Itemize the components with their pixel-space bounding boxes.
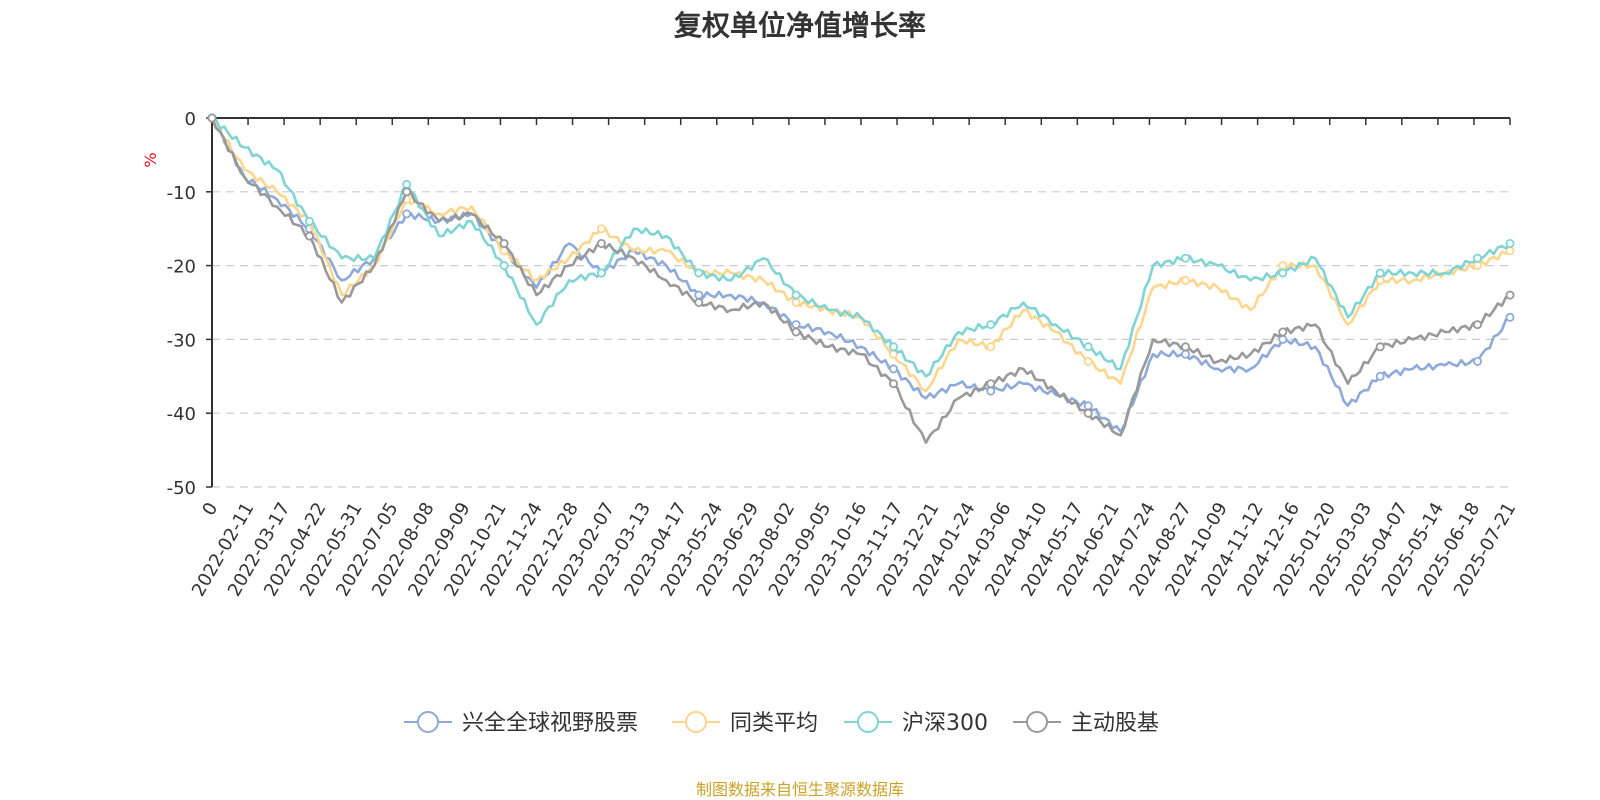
data-point bbox=[1181, 275, 1191, 285]
data-point bbox=[402, 187, 412, 197]
data-point bbox=[1181, 349, 1191, 359]
data-point bbox=[402, 209, 412, 219]
data-point bbox=[889, 342, 899, 352]
legend-circle-icon bbox=[1026, 711, 1048, 733]
legend-item[interactable]: 同类平均 bbox=[672, 711, 818, 736]
data-point bbox=[986, 320, 996, 330]
series-line bbox=[211, 117, 1511, 393]
legend-label: 主动股基 bbox=[1071, 711, 1159, 736]
data-point bbox=[304, 216, 314, 226]
legend-circle-icon bbox=[857, 711, 879, 733]
data-point bbox=[1473, 253, 1483, 263]
data-point bbox=[499, 261, 509, 271]
y-tick-label: -20 bbox=[167, 257, 196, 278]
data-point bbox=[1375, 268, 1385, 278]
data-point bbox=[1181, 253, 1191, 263]
data-point bbox=[986, 342, 996, 352]
data-point bbox=[1375, 371, 1385, 381]
legend-label: 同类平均 bbox=[730, 711, 818, 736]
data-point bbox=[889, 364, 899, 374]
data-point bbox=[402, 179, 412, 189]
data-point bbox=[1083, 401, 1093, 411]
source-note: 制图数据来自恒生聚源数据库 bbox=[695, 780, 904, 799]
data-point bbox=[694, 268, 704, 278]
data-point bbox=[1375, 342, 1385, 352]
y-tick-labels: 0 -10 -20 -30 -40 -50 bbox=[167, 109, 212, 499]
data-point bbox=[304, 231, 314, 241]
axes bbox=[211, 117, 1510, 487]
data-point bbox=[986, 379, 996, 389]
x-tick-label: 0 bbox=[198, 499, 222, 519]
data-point bbox=[1083, 342, 1093, 352]
data-point bbox=[694, 290, 704, 300]
series-lines bbox=[207, 113, 1515, 445]
chart-title: 复权单位净值增长率 bbox=[673, 9, 926, 42]
data-point bbox=[596, 238, 606, 248]
data-point bbox=[1473, 261, 1483, 271]
data-point bbox=[1278, 334, 1288, 344]
data-point bbox=[1473, 356, 1483, 366]
legend-item[interactable]: 主动股基 bbox=[1013, 711, 1159, 736]
data-point bbox=[986, 386, 996, 396]
y-tick-label: -30 bbox=[167, 330, 196, 351]
data-point bbox=[791, 327, 801, 337]
legend-label: 兴全全球视野股票 bbox=[462, 711, 638, 736]
data-point bbox=[596, 268, 606, 278]
y-tick-label: -10 bbox=[167, 183, 196, 204]
chart-area: 0-10-20-30-40-50 02022-02-112022-03-1720… bbox=[141, 109, 1520, 736]
legend-item[interactable]: 沪深300 bbox=[844, 711, 988, 736]
grid-lines bbox=[212, 191, 1510, 488]
legend-circle-icon bbox=[685, 711, 707, 733]
data-point bbox=[1505, 312, 1515, 322]
legend-label: 沪深300 bbox=[902, 711, 988, 736]
data-point bbox=[791, 290, 801, 300]
data-point bbox=[1278, 327, 1288, 337]
y-tick-label: -40 bbox=[167, 404, 196, 425]
series-line bbox=[210, 117, 1511, 433]
legend-circle-icon bbox=[417, 711, 439, 733]
data-point bbox=[1473, 320, 1483, 330]
data-point bbox=[1505, 290, 1515, 300]
data-point bbox=[791, 320, 801, 330]
y-tick-label: -50 bbox=[167, 478, 196, 499]
y-tick-label: 0 bbox=[185, 109, 196, 130]
data-point bbox=[596, 224, 606, 234]
data-point bbox=[499, 238, 509, 248]
data-point bbox=[1505, 238, 1515, 248]
legend-item[interactable]: 兴全全球视野股票 bbox=[404, 711, 638, 736]
data-point bbox=[791, 297, 801, 307]
data-point bbox=[1181, 342, 1191, 352]
data-point bbox=[1278, 268, 1288, 278]
data-point bbox=[694, 297, 704, 307]
data-point bbox=[207, 113, 217, 123]
series-line bbox=[210, 117, 1511, 445]
legend: 兴全全球视野股票 同类平均 沪深300 主动股基 bbox=[404, 711, 1159, 736]
data-point bbox=[1083, 356, 1093, 366]
data-point bbox=[1375, 275, 1385, 285]
series-line bbox=[211, 116, 1511, 378]
data-point bbox=[1278, 261, 1288, 271]
y-unit-label: % bbox=[141, 152, 160, 167]
data-point bbox=[889, 379, 899, 389]
data-point bbox=[1083, 408, 1093, 418]
